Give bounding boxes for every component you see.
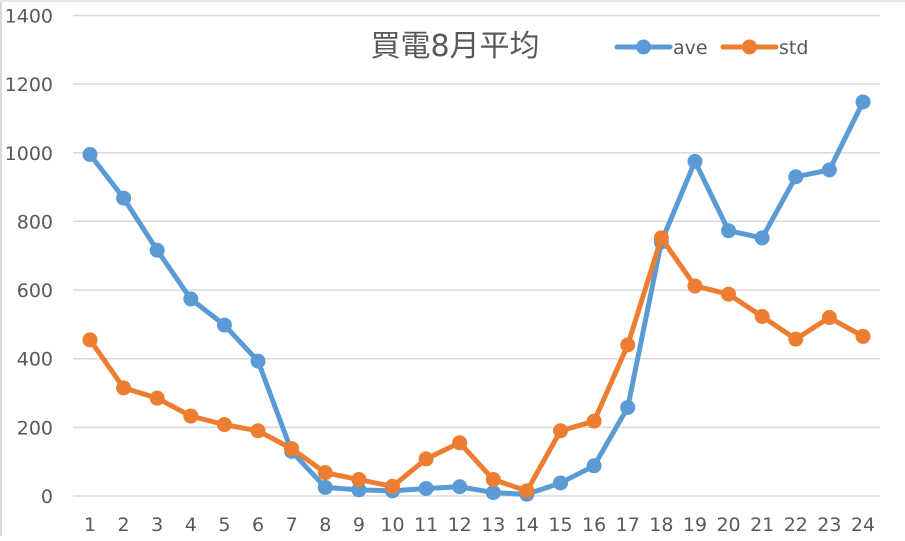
x-tick-label: 24 xyxy=(851,514,875,536)
x-tick-label: 3 xyxy=(151,514,163,536)
data-point-marker xyxy=(485,472,501,488)
x-tick-label: 12 xyxy=(448,514,472,536)
data-point-marker xyxy=(586,458,602,474)
y-tick-label: 1400 xyxy=(5,6,53,28)
x-tick-label: 1 xyxy=(84,514,96,536)
data-point-marker xyxy=(216,417,232,433)
data-point-marker xyxy=(788,331,804,347)
data-point-marker xyxy=(452,435,468,451)
y-tick-label: 0 xyxy=(41,486,53,508)
data-point-marker xyxy=(821,162,837,178)
x-tick-label: 15 xyxy=(548,514,572,536)
data-point-marker xyxy=(687,278,703,294)
series-lines xyxy=(82,94,871,502)
data-point-marker xyxy=(116,380,132,396)
series-line xyxy=(87,99,866,497)
y-tick-label: 200 xyxy=(17,417,53,439)
data-point-marker xyxy=(149,390,165,406)
x-tick-label: 6 xyxy=(252,514,264,536)
x-tick-label: 20 xyxy=(716,514,740,536)
data-point-marker xyxy=(216,317,232,333)
chart-left-border xyxy=(0,0,2,536)
data-point-marker xyxy=(317,479,333,495)
x-tick-label: 9 xyxy=(353,514,365,536)
data-point-marker xyxy=(821,310,837,326)
data-point-marker xyxy=(586,413,602,429)
x-tick-label: 18 xyxy=(649,514,673,536)
chart-top-border xyxy=(0,0,905,2)
gridlines xyxy=(73,14,880,497)
data-point-marker xyxy=(351,482,367,498)
x-tick-label: 8 xyxy=(319,514,331,536)
data-point-marker xyxy=(788,169,804,185)
data-point-marker xyxy=(82,332,98,348)
data-point-marker xyxy=(351,472,367,488)
data-point-marker xyxy=(452,479,468,495)
x-tick-label: 17 xyxy=(616,514,640,536)
series-line xyxy=(87,235,866,494)
y-tick-label: 1200 xyxy=(5,74,53,96)
x-tick-label: 23 xyxy=(817,514,841,536)
y-tick-label: 1000 xyxy=(5,143,53,165)
x-tick-label: 4 xyxy=(185,514,197,536)
y-tick-label: 400 xyxy=(17,349,53,371)
data-point-marker xyxy=(754,308,770,324)
data-point-marker xyxy=(384,478,400,494)
data-point-marker xyxy=(855,328,871,344)
series-std xyxy=(82,230,871,499)
data-point-marker xyxy=(519,483,535,499)
chart-title: 買電8月平均 xyxy=(370,29,539,64)
data-point-marker xyxy=(653,230,669,246)
x-tick-label: 7 xyxy=(286,514,298,536)
data-point-marker xyxy=(620,337,636,353)
data-point-marker xyxy=(82,147,98,163)
data-point-marker xyxy=(687,153,703,169)
x-tick-label: 2 xyxy=(118,514,130,536)
legend-item-std: std xyxy=(720,37,808,59)
x-tick-label: 16 xyxy=(582,514,606,536)
x-tick-label: 22 xyxy=(784,514,808,536)
data-point-marker xyxy=(284,441,300,457)
x-tick-label: 21 xyxy=(750,514,774,536)
data-point-marker xyxy=(250,353,266,369)
legend-marker-icon xyxy=(636,39,651,55)
x-tick-label: 13 xyxy=(481,514,505,536)
x-axis-labels: 1 2 3 4 5 6 7 8 9 10 11 12 13 14 15 16 17 18 19 20 21 22 23 24 xyxy=(84,514,875,536)
legend: ave std xyxy=(614,37,808,59)
data-point-marker xyxy=(250,423,266,439)
x-tick-label: 5 xyxy=(218,514,230,536)
data-point-marker xyxy=(317,465,333,481)
data-point-marker xyxy=(183,291,199,307)
data-point-marker xyxy=(855,94,871,110)
data-point-marker xyxy=(149,242,165,258)
data-point-marker xyxy=(721,223,737,239)
data-point-marker xyxy=(553,475,569,491)
legend-marker-icon xyxy=(742,39,757,55)
y-tick-label: 800 xyxy=(17,211,53,233)
data-point-marker xyxy=(116,190,132,206)
data-point-marker xyxy=(754,230,770,246)
legend-item-ave: ave xyxy=(614,37,708,59)
y-tick-label: 600 xyxy=(17,280,53,302)
x-tick-label: 10 xyxy=(380,514,404,536)
series-ave xyxy=(82,94,871,502)
data-point-marker xyxy=(620,399,636,415)
legend-label: ave xyxy=(673,37,708,59)
data-point-marker xyxy=(418,480,434,496)
data-point-marker xyxy=(485,485,501,501)
y-axis-labels: 0 200 400 600 800 1000 1200 1400 xyxy=(5,6,53,509)
data-point-marker xyxy=(183,408,199,424)
data-point-marker xyxy=(721,286,737,302)
data-point-marker xyxy=(553,423,569,439)
x-tick-label: 11 xyxy=(414,514,438,536)
legend-label: std xyxy=(779,37,808,59)
x-tick-label: 14 xyxy=(515,514,539,536)
x-tick-label: 19 xyxy=(683,514,707,536)
data-point-marker xyxy=(418,451,434,467)
